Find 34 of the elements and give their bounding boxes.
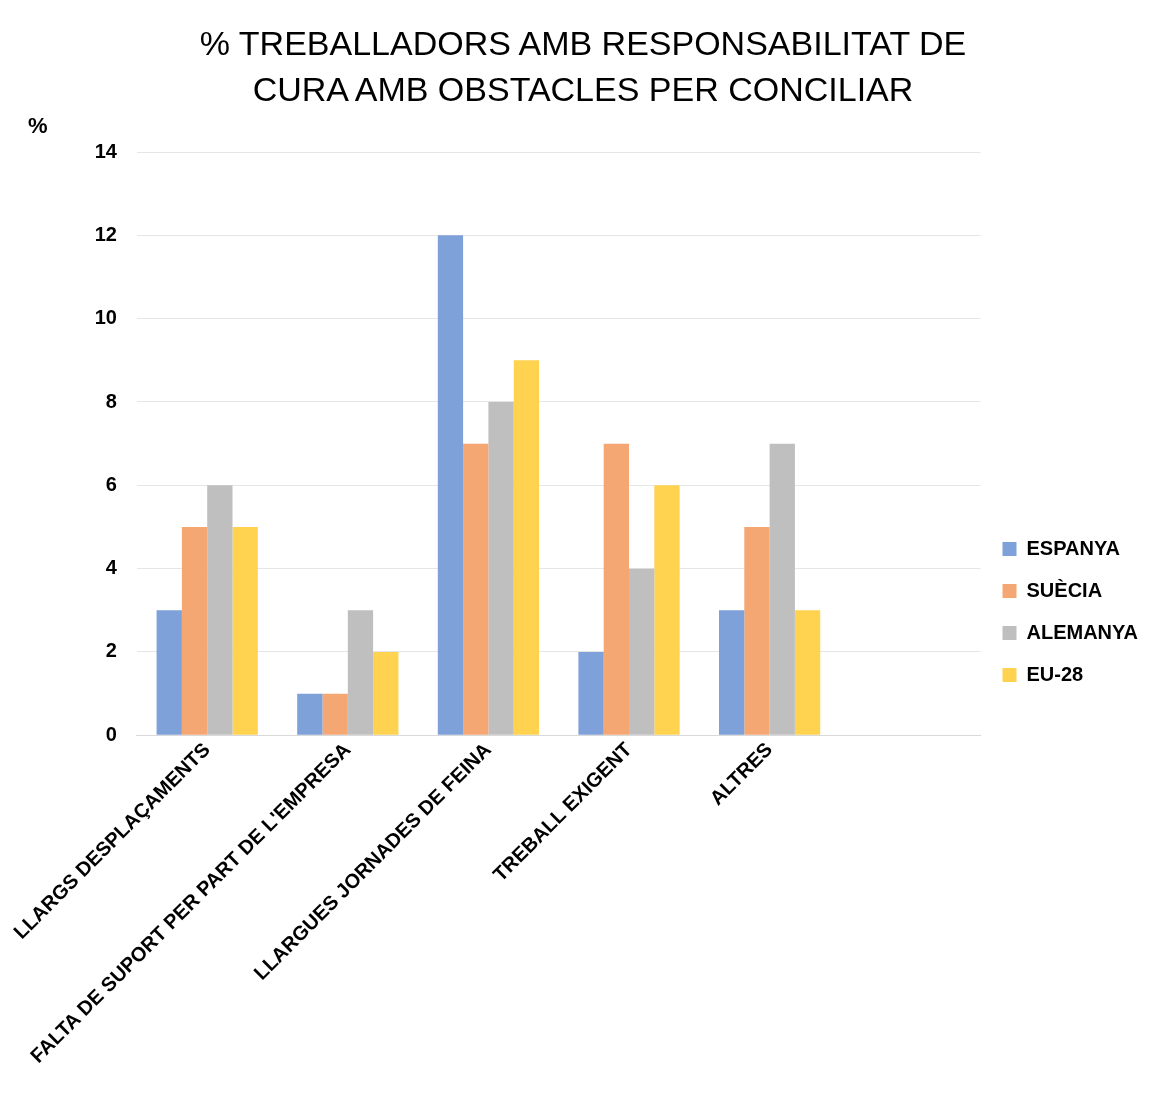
bar <box>794 610 821 735</box>
y-tick-label: 6 <box>105 472 117 495</box>
bar <box>578 651 604 735</box>
bar <box>297 693 323 735</box>
bar <box>654 485 680 735</box>
legend-label: ALEMANYA <box>1026 620 1139 643</box>
y-tick-label: 2 <box>105 639 117 662</box>
y-tick-label: 10 <box>94 306 117 329</box>
bar <box>322 693 348 735</box>
bar <box>347 610 374 735</box>
y-tick-label: 4 <box>105 556 118 579</box>
bar <box>718 610 745 735</box>
bar <box>463 443 489 735</box>
y-tick-label: 8 <box>105 389 117 412</box>
bar <box>513 360 540 735</box>
bar <box>373 651 399 735</box>
chart-title: % TREBALLADORS AMB RESPONSABILITAT DE CURA AMB OBSTACLES PER CONCILIAR <box>198 23 968 110</box>
bar <box>181 526 208 735</box>
bar <box>603 443 630 735</box>
bar <box>156 610 182 735</box>
y-axis-title: % <box>28 113 48 139</box>
bar <box>488 401 514 735</box>
bar <box>232 526 258 735</box>
bar <box>207 485 233 735</box>
bar <box>769 443 795 735</box>
bar <box>744 526 770 735</box>
bar <box>629 568 655 735</box>
legend-label: SUÈCIA <box>1026 578 1103 601</box>
y-tick-label: 14 <box>94 139 118 162</box>
legend-label: ESPANYA <box>1026 536 1120 559</box>
y-tick-label: 12 <box>94 222 117 245</box>
legend-label: EU-28 <box>1026 662 1084 685</box>
y-tick-label: 0 <box>105 722 117 745</box>
bar <box>437 235 464 735</box>
